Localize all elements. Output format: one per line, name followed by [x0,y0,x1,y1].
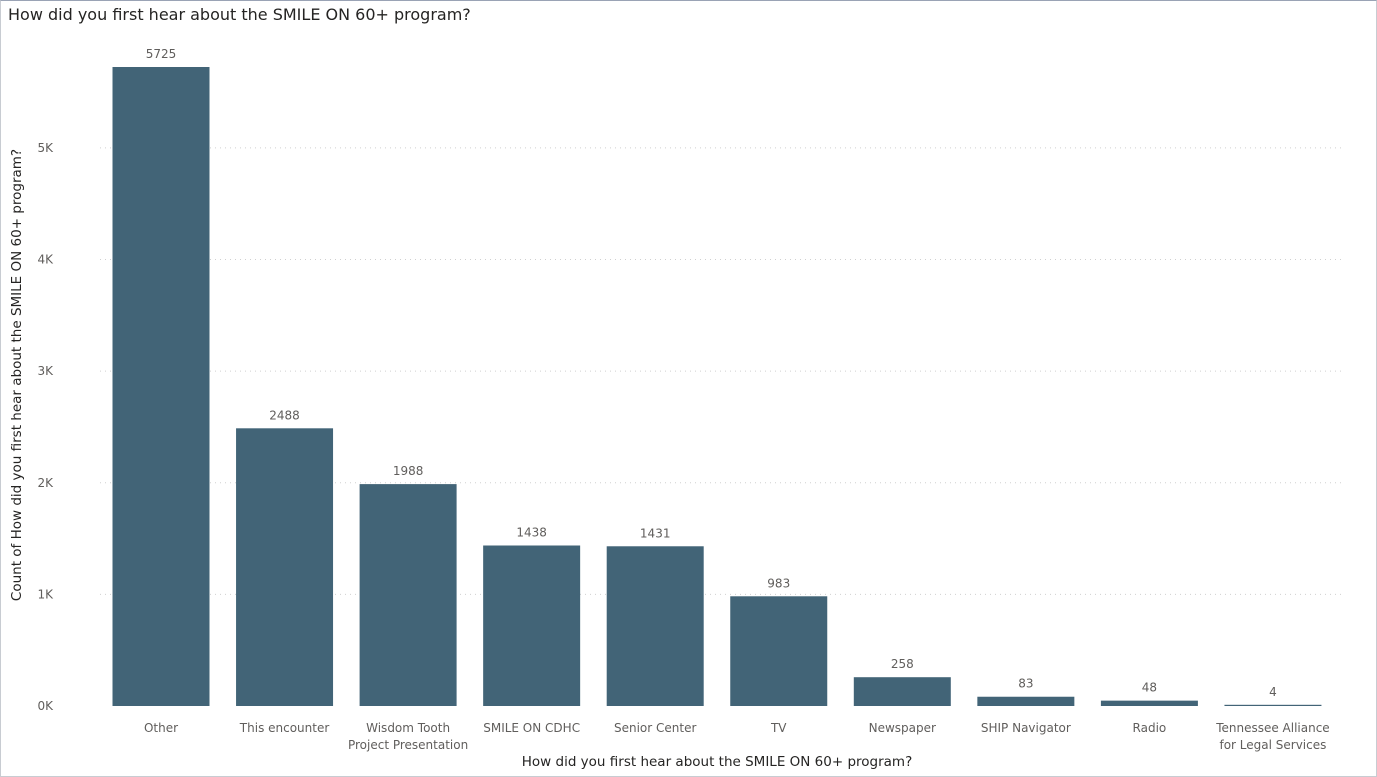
data-label: 2488 [269,408,300,422]
data-label: 48 [1142,681,1157,695]
y-tick-label: 3K [37,364,54,378]
x-axis-title: How did you first hear about the SMILE O… [521,754,913,770]
bar[interactable] [853,677,951,706]
data-label: 258 [891,657,914,671]
category-label: Radio [1133,721,1167,735]
category-label: This encounter [239,721,330,735]
bar[interactable] [1224,704,1322,706]
category-label: Senior Center [614,721,696,735]
category-label: Tennessee Alliance [1215,721,1330,735]
bar[interactable] [112,67,210,706]
category-label: Other [144,721,178,735]
bar[interactable] [236,428,334,706]
y-tick-label: 0K [37,699,54,713]
data-label: 83 [1018,677,1033,691]
chart-title: How did you first hear about the SMILE O… [8,5,471,24]
data-label: 4 [1269,685,1277,699]
category-label: Wisdom Tooth [366,721,450,735]
bar[interactable] [1100,700,1198,706]
category-label: SMILE ON CDHC [483,721,580,735]
y-axis-ticks: 0K 1K 2K 3K 4K 5K [37,141,54,713]
y-tick-label: 5K [37,141,54,155]
data-label: 1438 [516,525,547,539]
category-label: Project Presentation [348,738,468,752]
category-label: SHIP Navigator [981,721,1071,735]
category-label: for Legal Services [1219,738,1326,752]
data-label: 5725 [146,47,177,61]
category-label: TV [770,721,787,735]
x-axis-ticks: Other This encounter Wisdom Tooth Project P… [144,721,1330,752]
bar[interactable] [359,484,457,706]
bars [112,67,1322,706]
data-labels: 5725 2488 1988 1438 1431 983 258 83 48 4 [146,47,1277,699]
y-tick-label: 1K [37,587,54,601]
bar[interactable] [977,696,1075,706]
bar[interactable] [730,596,828,706]
bar[interactable] [606,546,704,706]
data-label: 983 [767,576,790,590]
category-label: Newspaper [869,721,936,735]
data-label: 1431 [640,526,671,540]
y-tick-label: 4K [37,253,54,267]
y-tick-label: 2K [37,476,54,490]
data-label: 1988 [393,464,424,478]
bar[interactable] [483,545,581,706]
